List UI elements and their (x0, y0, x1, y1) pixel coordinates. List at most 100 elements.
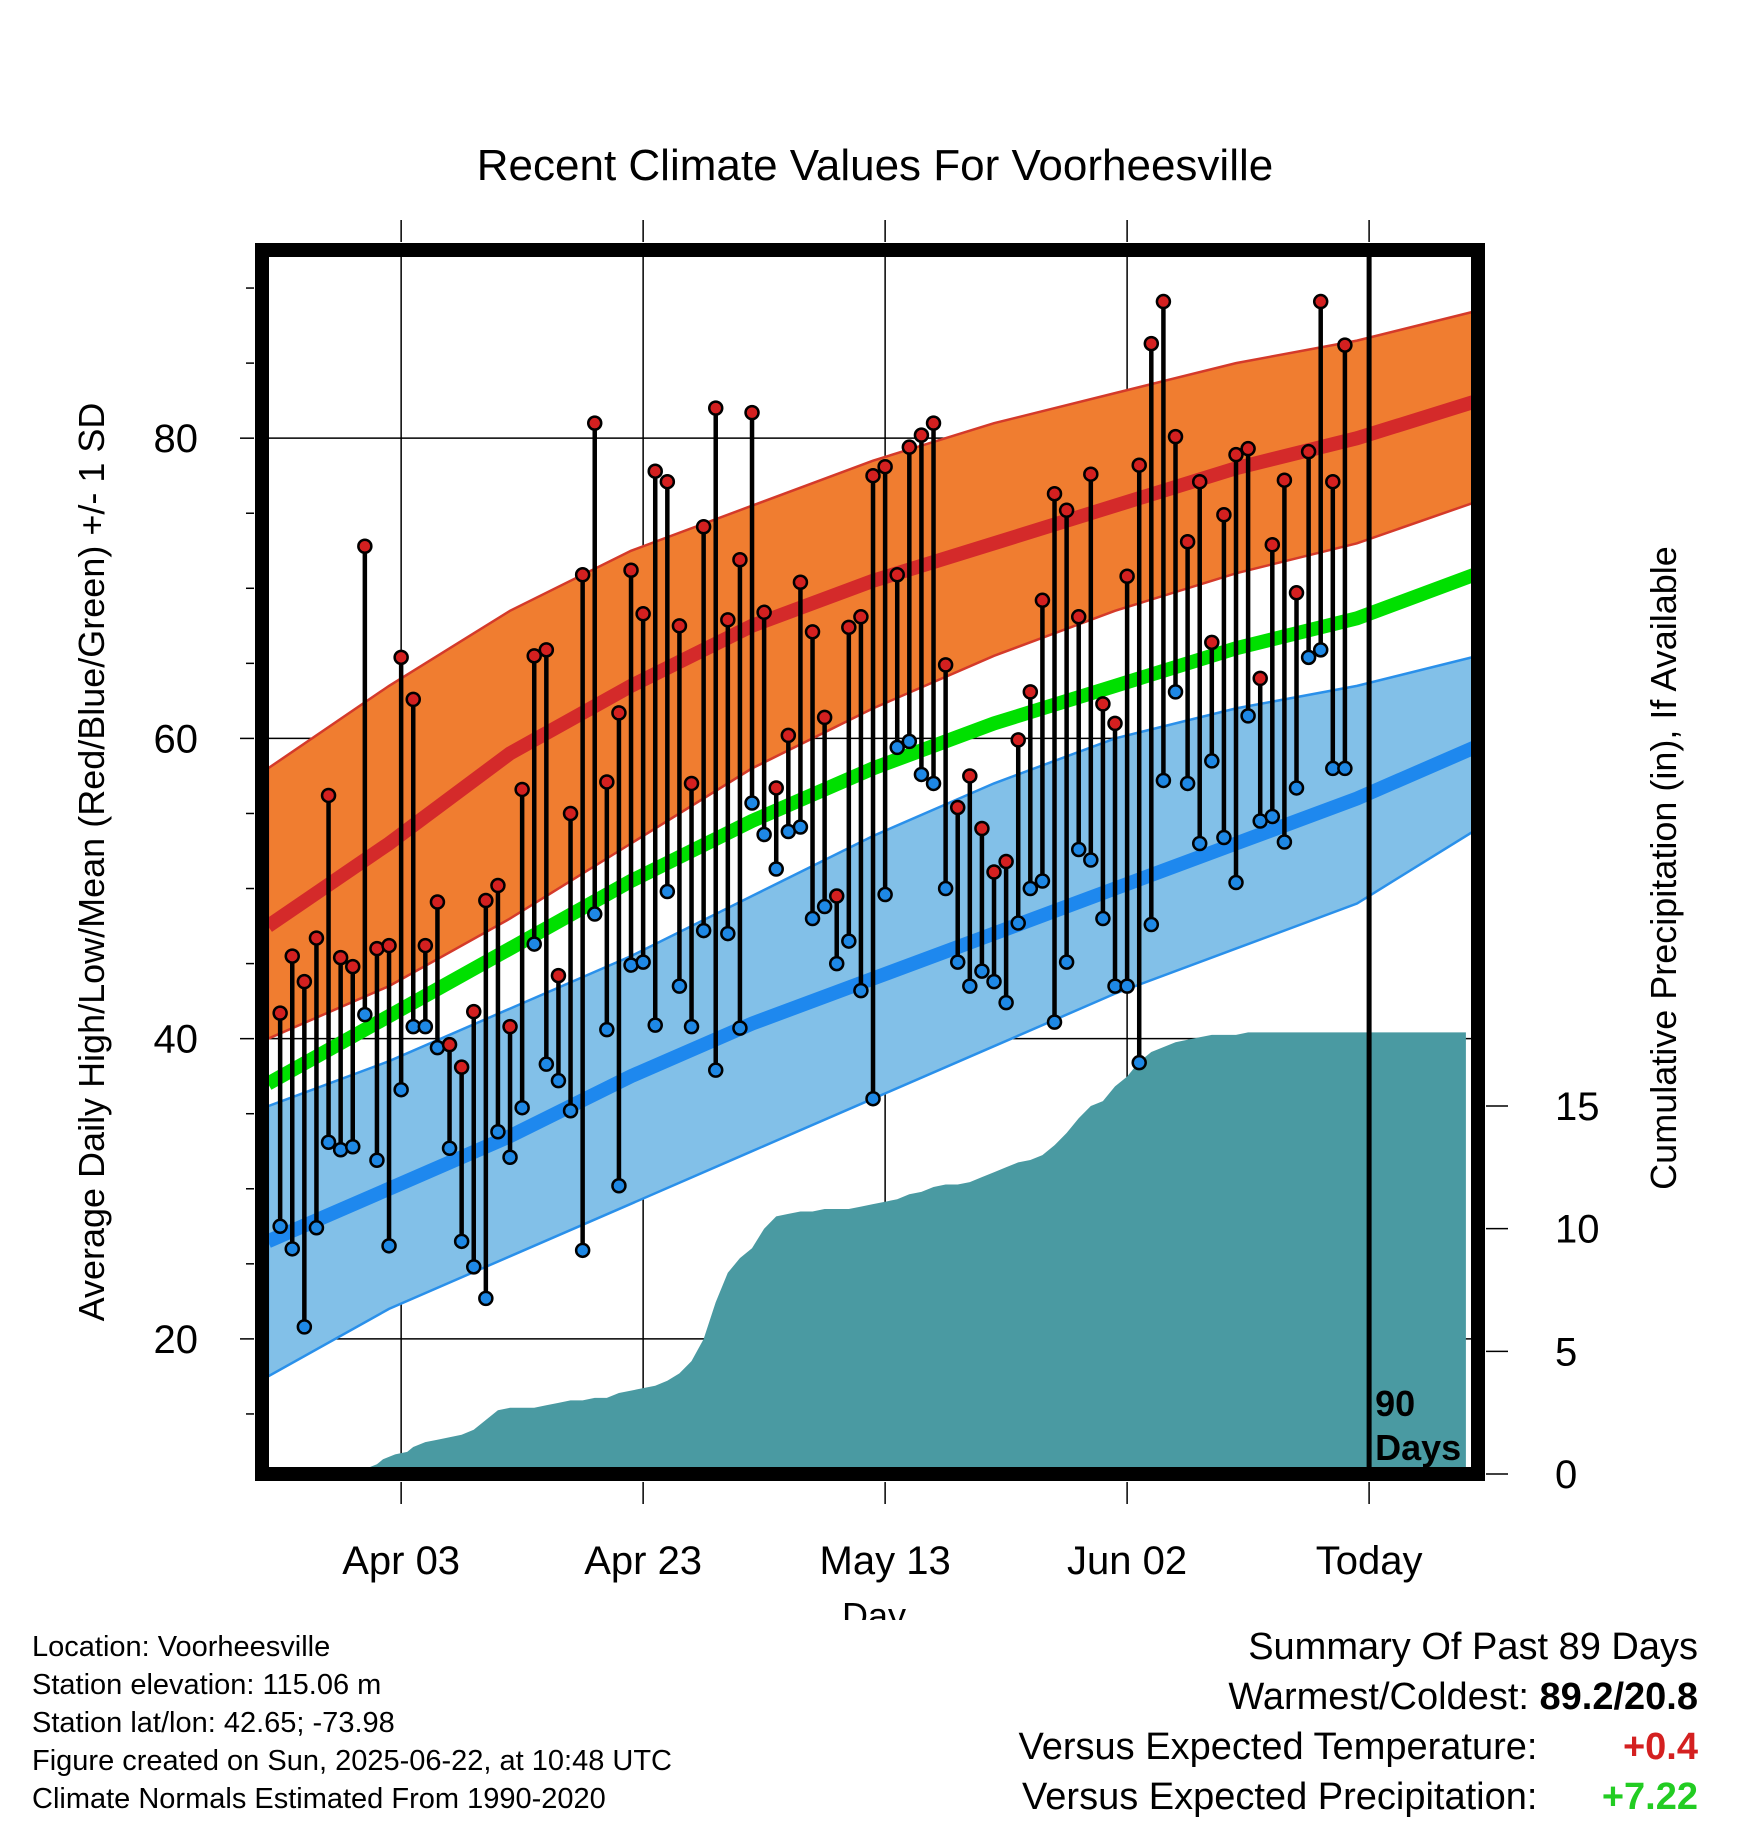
daily-low-point (647, 1017, 663, 1033)
daily-high-point (417, 937, 434, 954)
daily-high-point (841, 619, 857, 636)
daily-low-point (962, 978, 978, 994)
daily-low-point (320, 1134, 337, 1150)
daily-low-point (1264, 808, 1281, 825)
summary-temp-row: Versus Expected Temperature: +0.4 (1019, 1722, 1698, 1772)
daily-low-point (913, 766, 930, 783)
daily-high-point (284, 948, 300, 964)
daily-low-point (538, 1056, 555, 1072)
x-tick-label: Apr 03 (342, 1539, 460, 1583)
daily-high-point (877, 458, 893, 475)
daily-low-point (792, 819, 809, 835)
elevation-text: Station elevation: 115.06 m (32, 1669, 382, 1701)
daily-low-point (925, 775, 942, 792)
daily-low-point (381, 1238, 397, 1254)
daily-high-point (720, 612, 736, 628)
daily-high-point (756, 604, 772, 621)
daily-low-point (768, 861, 784, 877)
daily-high-point (550, 967, 567, 984)
daily-low-point (1179, 775, 1196, 792)
daily-low-point (756, 826, 772, 843)
daily-low-point (998, 994, 1014, 1011)
daily-high-point (901, 439, 918, 455)
daily-high-point (998, 853, 1014, 870)
y-tick-label: 80 (154, 417, 199, 461)
daily-low-point (1228, 874, 1244, 891)
daily-high-point (1070, 609, 1087, 625)
daily-high-point (913, 427, 930, 443)
daily-low-point (683, 1018, 700, 1035)
daily-low-point (1155, 772, 1172, 789)
daily-low-point (611, 1178, 627, 1194)
daily-high-point (925, 415, 942, 431)
daily-low-point (417, 1018, 434, 1035)
daily-high-point (1143, 335, 1160, 352)
y2-tick-label: 5 (1555, 1330, 1577, 1374)
daily-high-point (1167, 428, 1184, 445)
daily-high-point (986, 864, 1002, 880)
daily-high-point (1252, 670, 1268, 687)
daily-high-point (1119, 568, 1135, 585)
daily-high-point (1131, 457, 1147, 473)
daily-high-point (272, 1005, 288, 1021)
daily-high-point (490, 877, 506, 894)
daily-high-point (1191, 473, 1208, 490)
daily-high-point (1300, 443, 1317, 460)
daily-high-point (635, 606, 651, 622)
daily-high-point (949, 799, 966, 816)
daily-low-point (344, 1138, 361, 1155)
daily-high-point (296, 973, 313, 990)
daily-high-point (538, 642, 555, 658)
daily-low-point (889, 739, 905, 756)
daily-low-point (586, 906, 603, 922)
daily-high-point (744, 404, 760, 421)
daily-low-point (720, 925, 736, 942)
daily-high-point (1083, 466, 1099, 482)
daily-low-point (1131, 1054, 1147, 1071)
daily-high-point (623, 562, 639, 579)
daily-low-point (1240, 708, 1256, 724)
daily-low-point (514, 1099, 530, 1116)
daily-high-point (429, 894, 446, 910)
daily-low-point (974, 963, 990, 979)
daily-high-point (865, 467, 881, 484)
daily-low-point (490, 1123, 506, 1140)
daily-low-point (937, 880, 954, 897)
daily-high-point (1228, 446, 1244, 463)
daily-high-point (1058, 502, 1075, 518)
daily-high-point (1046, 485, 1063, 502)
daily-high-point (732, 552, 748, 568)
daily-low-point (284, 1241, 300, 1257)
daily-high-point (405, 691, 421, 708)
summary-precip-row: Versus Expected Precipitation: +7.22 (1019, 1772, 1698, 1822)
daily-high-point (465, 1003, 482, 1020)
daily-low-point (635, 954, 651, 970)
daily-low-point (562, 1102, 579, 1119)
daily-low-point (272, 1218, 288, 1235)
climate-chart: Recent Climate Values For Voorheesville … (71, 141, 1684, 1620)
y2-axis-label: Cumulative Precipitation (in), If Availa… (1643, 546, 1684, 1190)
daily-high-point (853, 609, 869, 625)
low-sd-band (268, 656, 1472, 1378)
daily-low-point (671, 978, 688, 994)
daily-low-point (659, 883, 676, 900)
daily-low-point (393, 1081, 409, 1098)
daily-low-point (478, 1290, 494, 1307)
daily-high-point (889, 567, 905, 583)
y-tick-label: 60 (154, 717, 199, 761)
daily-low-point (1300, 649, 1317, 666)
daily-low-point (695, 922, 712, 939)
daily-bars (272, 293, 1353, 1335)
daily-low-point (732, 1020, 748, 1036)
daily-high-point (1022, 684, 1039, 700)
daily-high-point (1010, 732, 1026, 748)
x-tick-label: May 13 (820, 1539, 951, 1583)
daily-high-point (804, 624, 821, 640)
warmcold-label: Warmest/Coldest: (1228, 1676, 1529, 1718)
daily-low-point (550, 1072, 567, 1089)
daily-low-point (1216, 829, 1232, 846)
y2-tick-label: 15 (1555, 1085, 1600, 1129)
daily-low-point (1204, 753, 1220, 769)
y-tick-label: 20 (154, 1318, 199, 1362)
